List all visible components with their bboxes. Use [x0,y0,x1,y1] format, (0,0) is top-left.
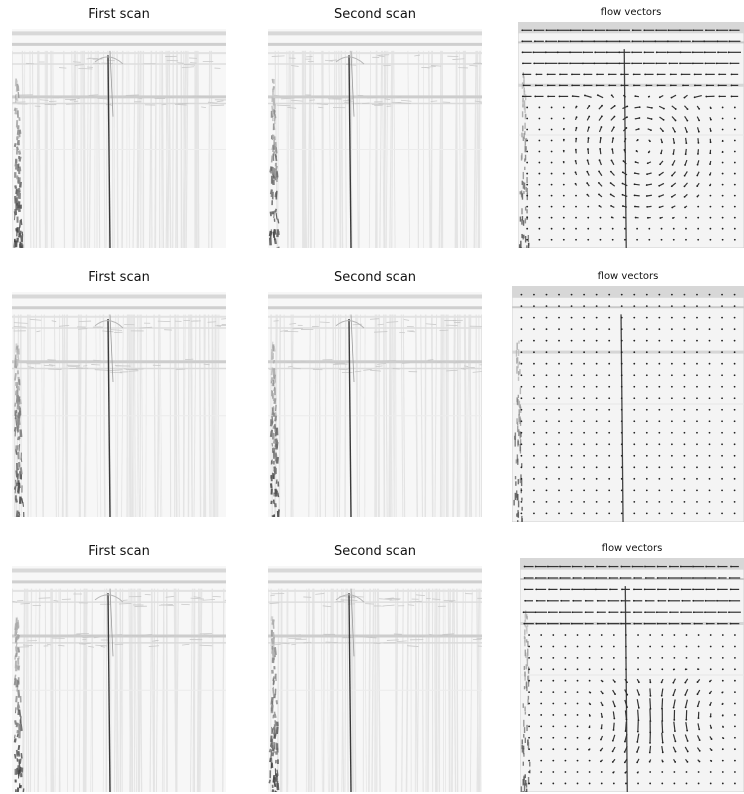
ultrasound-scan-image [12,566,226,792]
row-1-first-scan-panel: First scan [12,7,226,248]
panel-title: flow vectors [597,271,659,282]
flow-vector-field [520,558,744,792]
ultrasound-scan-image [12,292,226,517]
ultrasound-scan-image [12,29,226,248]
panel-title: flow vectors [601,543,663,554]
row-2-second-scan-panel: Second scan [268,270,482,517]
panel-title: First scan [88,7,150,22]
row-2-flow-vectors-panel: flow vectors [512,271,744,522]
panel-title: Second scan [333,544,417,559]
row-1-second-scan-panel: Second scan [268,7,482,248]
ultrasound-scan-image [268,29,482,248]
panel-title: First scan [88,544,150,559]
panel-title: Second scan [333,7,417,22]
panel-title: First scan [88,270,150,285]
row-2-first-scan-panel: First scan [12,270,226,517]
flow-vector-field [518,22,744,248]
ultrasound-scan-image [268,566,482,792]
flow-vector-field [512,286,744,522]
row-3-flow-vectors-panel: flow vectors [520,543,744,792]
panel-title: flow vectors [600,7,662,18]
row-1-flow-vectors-panel: flow vectors [518,7,744,248]
row-3-second-scan-panel: Second scan [268,544,482,792]
row-3-first-scan-panel: First scan [12,544,226,792]
panel-title: Second scan [333,270,417,285]
ultrasound-scan-image [268,292,482,517]
